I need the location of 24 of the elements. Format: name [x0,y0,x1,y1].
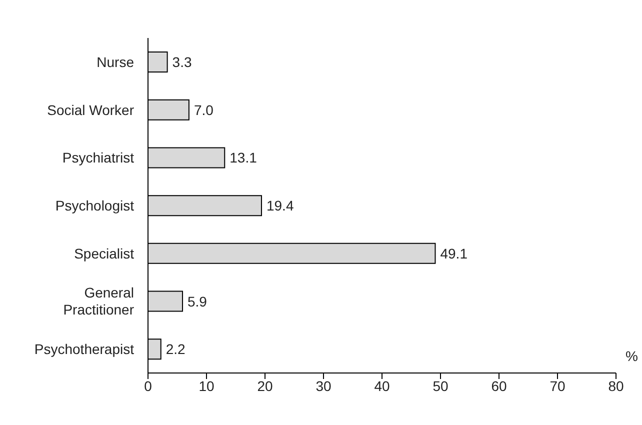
x-tick-label: 20 [257,378,273,394]
x-tick-label: 70 [550,378,566,394]
y-tick-label: Psychotherapist [34,341,134,358]
y-tick-label: General Practitioner [63,284,134,318]
x-tick-label: 30 [316,378,332,394]
x-tick-label: 0 [144,378,152,394]
x-tick-label: 40 [374,378,390,394]
data-label: 2.2 [166,341,186,358]
y-tick-label: Specialist [74,245,134,262]
data-label: 19.4 [266,198,294,214]
x-tick-label: 80 [608,378,624,394]
x-tick-label: 50 [432,378,448,394]
x-tick-label: 60 [491,378,507,394]
y-tick-label: Psychiatrist [62,150,134,166]
y-tick-label: Nurse [96,54,134,70]
data-label: 3.3 [172,54,192,70]
data-label: 5.9 [188,293,208,310]
data-label: 13.1 [230,150,258,166]
x-axis-title: % [626,348,638,364]
data-label: 49.1 [440,245,468,262]
x-tick-label: 10 [198,378,214,394]
y-tick-label: Psychologist [55,198,134,214]
data-label: 7.0 [194,102,214,118]
y-tick-label: Social Worker [47,102,134,118]
